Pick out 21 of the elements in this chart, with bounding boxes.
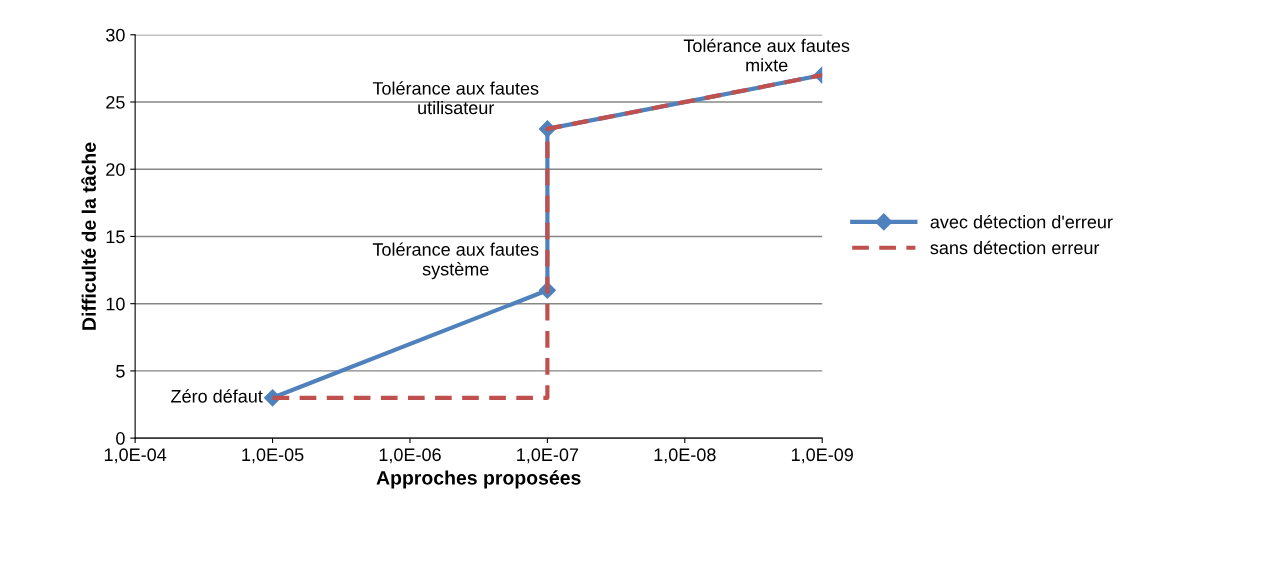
legend-label: avec détection d'erreur [930,214,1113,229]
y-tick-label: 15 [106,230,125,244]
legend-label: sans détection erreur [930,240,1100,255]
x-tick-label: 1,0E-08 [654,448,716,464]
y-tick-label: 20 [106,163,125,176]
y-tick-label: 10 [106,297,125,311]
annotation: Tolérance aux fautes système [372,242,539,280]
x-tick-label: 1,0E-05 [242,448,304,464]
x-tick-label: 1,0E-04 [104,448,167,464]
y-tick-label: 5 [116,365,125,378]
x-tick-label: 1,0E-09 [791,448,853,464]
y-tick-label: 30 [106,28,125,42]
annotation: Tolérance aux fautes mixte [683,38,850,72]
x-tick-label: 1,0E-06 [379,448,441,464]
y-axis-title: Difficulté de la tâche [81,142,96,330]
x-axis-title: Approches proposées [376,470,581,489]
y-tick-label: 0 [116,432,125,445]
y-tick-label: 25 [106,95,125,109]
x-tick-label: 1,0E-07 [517,448,579,464]
annotation: Tolérance aux fautes utilisateur [372,81,539,115]
annotation: Zéro défaut [171,389,263,403]
